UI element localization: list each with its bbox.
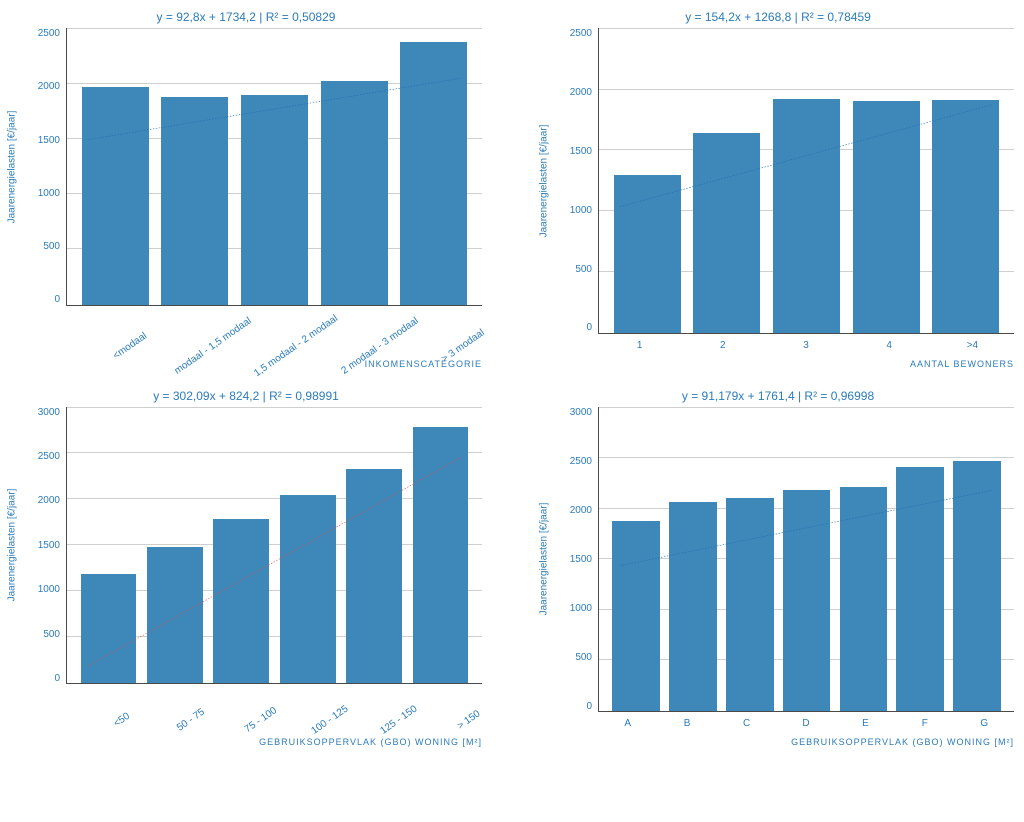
x-tick: D	[776, 718, 835, 729]
y-axis: 0 500 1000 1500 2000 2500 3000	[10, 407, 66, 685]
y-tick: 500	[43, 629, 60, 640]
x-tick: > 150	[429, 690, 525, 773]
chart-area: Jaarenergielasten [€/jaar] 0 500 1000 1500 20…	[10, 407, 482, 685]
x-tick: A	[598, 718, 657, 729]
y-tick: 1500	[38, 540, 60, 551]
y-tick: 1500	[570, 146, 592, 157]
plot-area	[66, 407, 482, 685]
y-tick: 3000	[38, 407, 60, 418]
x-axis: 1234>4	[598, 334, 1014, 351]
x-tick: C	[717, 718, 776, 729]
y-axis-label: Jaarenergielasten [€/jaar]	[539, 503, 550, 616]
y-tick: 1000	[570, 603, 592, 614]
x-tick: >4	[931, 340, 1014, 351]
bar	[81, 574, 137, 683]
bar	[321, 81, 388, 304]
bar	[400, 42, 467, 304]
y-tick: 2500	[570, 28, 592, 39]
equation: y = 92,8x + 1734,2 | R² = 0,50829	[10, 10, 482, 24]
y-tick: 2000	[38, 81, 60, 92]
bar	[241, 95, 308, 304]
chart-area: Jaarenergielasten [€/jaar] 0 500 1000 1500 20…	[542, 28, 1014, 334]
plot-area	[66, 28, 482, 306]
y-tick: 500	[575, 652, 592, 663]
bar	[840, 487, 888, 711]
x-tick: 2	[681, 340, 764, 351]
plot-area	[598, 407, 1014, 713]
x-tick: F	[895, 718, 954, 729]
y-tick: 0	[586, 322, 592, 333]
chart-area: Jaarenergielasten [€/jaar] 0 500 1000 1500 20…	[542, 407, 1014, 713]
y-tick: 1000	[38, 188, 60, 199]
bar	[82, 87, 149, 305]
x-tick: 4	[848, 340, 931, 351]
y-tick: 500	[575, 264, 592, 275]
plot-area	[598, 28, 1014, 334]
x-axis: <modaalmodaal - 1,5 modaal1,5 modaal - 2…	[66, 306, 482, 351]
bar	[346, 469, 402, 683]
bar	[413, 427, 469, 683]
bar	[853, 101, 920, 332]
x-axis: <5050 - 7575 - 100100 - 125125 - 150> 15…	[66, 684, 482, 729]
y-axis: 0 500 1000 1500 2000 2500 3000	[542, 407, 598, 713]
equation: y = 154,2x + 1268,8 | R² = 0,78459	[542, 10, 1014, 24]
y-tick: 0	[586, 701, 592, 712]
x-tick: E	[836, 718, 895, 729]
y-tick: 2000	[38, 495, 60, 506]
bar	[726, 498, 774, 711]
x-tick: 3	[764, 340, 847, 351]
y-tick: 1500	[38, 135, 60, 146]
y-axis-label: Jaarenergielasten [€/jaar]	[7, 110, 18, 223]
y-tick: 2500	[38, 451, 60, 462]
x-axis-label: GEBRUIKSOPPERVLAK (GBO) WONING [M²]	[542, 737, 1014, 747]
bar	[693, 133, 760, 333]
y-tick: 3000	[570, 407, 592, 418]
equation: y = 302,09x + 824,2 | R² = 0,98991	[10, 389, 482, 403]
bar	[783, 490, 831, 711]
chart-panel-bewoners: y = 154,2x + 1268,8 | R² = 0,78459 Jaaren…	[542, 10, 1014, 369]
bars-group	[599, 28, 1014, 333]
y-tick: 0	[54, 294, 60, 305]
bar	[932, 100, 999, 333]
y-tick: 1000	[38, 584, 60, 595]
x-tick: G	[955, 718, 1014, 729]
bar	[773, 99, 840, 333]
y-tick: 2500	[570, 456, 592, 467]
bars-group	[599, 407, 1014, 712]
y-axis-label: Jaarenergielasten [€/jaar]	[539, 124, 550, 237]
bar	[669, 502, 717, 711]
y-tick: 2000	[570, 505, 592, 516]
bar	[147, 547, 203, 683]
bar	[280, 495, 336, 683]
x-axis: ABCDEFG	[598, 712, 1014, 729]
x-axis-label: AANTAL BEWONERS	[542, 359, 1014, 369]
y-tick: 2500	[38, 28, 60, 39]
y-tick: 1500	[570, 554, 592, 565]
bar	[612, 521, 660, 711]
bars-group	[67, 407, 482, 684]
y-tick: 2000	[570, 87, 592, 98]
equation: y = 91,179x + 1761,4 | R² = 0,96998	[542, 389, 1014, 403]
x-tick: 1	[598, 340, 681, 351]
chart-panel-gbo: y = 302,09x + 824,2 | R² = 0,98991 Jaaren…	[10, 389, 482, 748]
y-tick: 1000	[570, 205, 592, 216]
chart-panel-inkomen: y = 92,8x + 1734,2 | R² = 0,50829 Jaarene…	[10, 10, 482, 369]
bar	[614, 175, 681, 332]
bar	[896, 467, 944, 711]
bar	[953, 461, 1001, 711]
y-axis: 0 500 1000 1500 2000 2500	[10, 28, 66, 306]
x-tick: B	[657, 718, 716, 729]
chart-area: Jaarenergielasten [€/jaar] 0 500 1000 1500 20…	[10, 28, 482, 306]
bar	[213, 519, 269, 683]
y-tick: 500	[43, 241, 60, 252]
y-tick: 0	[54, 673, 60, 684]
y-axis-label: Jaarenergielasten [€/jaar]	[7, 489, 18, 602]
bar	[161, 97, 228, 305]
chart-panel-label: y = 91,179x + 1761,4 | R² = 0,96998 Jaare…	[542, 389, 1014, 748]
bars-group	[67, 28, 482, 305]
y-axis: 0 500 1000 1500 2000 2500	[542, 28, 598, 334]
